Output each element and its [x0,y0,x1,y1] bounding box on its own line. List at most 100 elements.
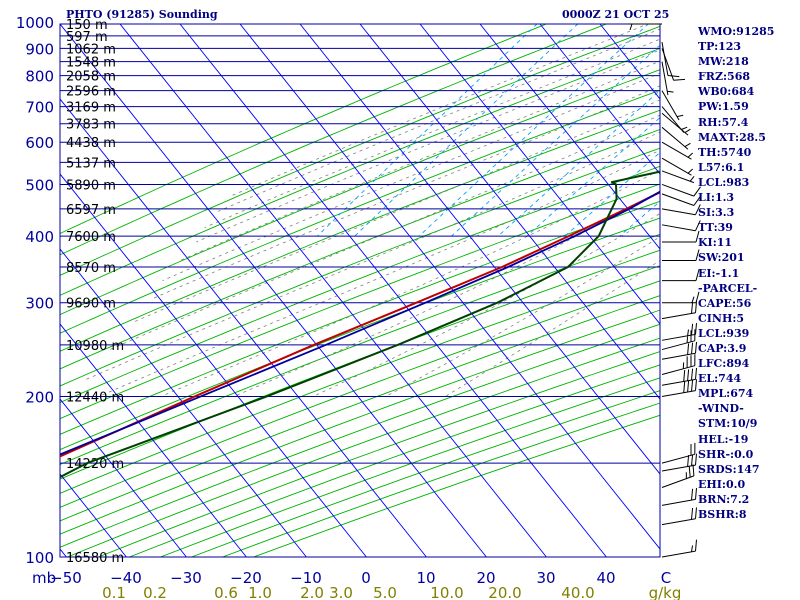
index-row: TH:5740 [698,145,752,159]
isotherm [0,24,6,557]
dry-adiabat [60,89,660,334]
index-row: CAP:3.9 [698,341,747,355]
wind-barb-staff [661,208,696,216]
wind-barb [661,453,697,472]
dry-adiabat [60,233,660,466]
wind-barb [661,157,694,176]
index-row: LCL:939 [698,326,750,340]
isotherm [60,173,367,557]
height-label: 5890 m [66,178,116,193]
mixing-ratio-tick-label: 2.0 [300,584,324,600]
wind-barb-feather [692,464,695,476]
wind-barb-staff [661,464,696,472]
wind-barb-half-feather [676,114,684,118]
sounding-series [60,170,660,479]
dry-adiabat [60,24,608,256]
height-label: 3783 m [66,118,116,133]
wind-barb-staff [661,550,696,558]
wind-barb [661,341,697,360]
index-row: FRZ:568 [698,70,751,84]
moist-adiabat [217,28,660,212]
dry-adiabat [60,295,660,522]
wind-barb-feather [695,204,701,215]
dewpoint-line [60,170,660,479]
wind-barb-staff [661,312,696,320]
mixing-ratio-line [451,44,660,237]
wind-barb-feather [683,381,686,393]
wind-barb [661,90,684,121]
index-row: CINH:5 [698,311,745,325]
temperature-tick-label: −10 [290,569,322,587]
index-row: WB0:684 [698,85,755,99]
background-grid [0,24,660,557]
wind-barb-feather [695,341,697,354]
wind-barb-feather [695,507,697,519]
pressure-tick-label: 300 [25,295,54,313]
wind-barb-feather [695,220,701,231]
wind-barb-half-feather [689,175,695,182]
isotherm [119,24,547,557]
wind-barb-half-feather [684,142,691,148]
wind-barb-feather [695,230,700,243]
dry-adiabat [60,323,660,548]
wind-barb-feather [691,302,694,314]
height-label: 16580 m [66,551,124,566]
index-row: WMO:91285 [698,25,775,38]
pressure-tick-label: 400 [25,228,54,246]
wind-barb-half-feather [691,296,695,303]
wind-barb-staff [661,170,695,184]
wind-barb [661,539,697,558]
wind-barb [661,112,691,136]
wind-barb-feather [695,249,700,261]
wind-barb [661,249,700,261]
wind-barb-feather [695,323,697,335]
dry-adiabat [60,183,660,420]
dry-adiabat [60,200,660,435]
wind-barb-feather [687,343,690,355]
wind-barb-staff [661,157,692,176]
wind-barb-feather [667,75,680,78]
mb-unit-label: mb [32,569,56,587]
pressure-tick-label: 700 [25,99,54,117]
mixing-ratio-line [418,24,649,237]
wind-barb-half-feather [629,23,633,31]
index-row: MPL:674 [698,387,754,401]
wind-barb [661,323,697,341]
wind-barb [661,193,701,206]
wind-barb-staff [661,106,685,133]
wind-barb [628,23,662,31]
wind-barb [661,291,700,304]
height-label: 14220 m [66,457,124,472]
index-row: MW:218 [698,55,749,69]
height-label: 5137 m [66,156,116,171]
index-row: TT:39 [698,221,733,235]
wind-barb-feather [683,370,686,382]
height-label: 12440 m [66,391,124,406]
index-row: EL:744 [698,372,742,386]
wind-barb-half-feather [667,90,674,93]
index-row: LFC:894 [698,357,750,371]
pressure-tick-label: 100 [25,549,54,567]
wind-barb-half-feather [681,126,688,130]
mixing-ratio-line [354,24,579,237]
isotherm [60,248,307,557]
wind-barb [661,488,697,506]
wind-barb-feather [687,380,690,393]
temperature-tick-label: 20 [476,569,495,587]
wind-barb-feather [673,78,686,81]
moist-adiabat [131,99,660,324]
index-row: -PARCEL- [698,281,758,295]
moist-adiabat [233,190,660,397]
wind-barb [661,230,700,243]
wind-barb-feather [691,342,694,355]
pressure-tick-label: 600 [25,134,54,152]
index-row: KI:11 [698,236,733,250]
wind-barb-staff [661,141,692,160]
dry-adiabat [60,24,548,235]
isotherm [60,98,427,557]
wind-barb-half-feather [687,168,694,174]
wind-barb-feather [691,488,694,501]
mixing-ratio-tick-label: 5.0 [373,584,397,600]
moist-adiabat [85,131,660,381]
mixing-ratio-line [316,24,538,237]
